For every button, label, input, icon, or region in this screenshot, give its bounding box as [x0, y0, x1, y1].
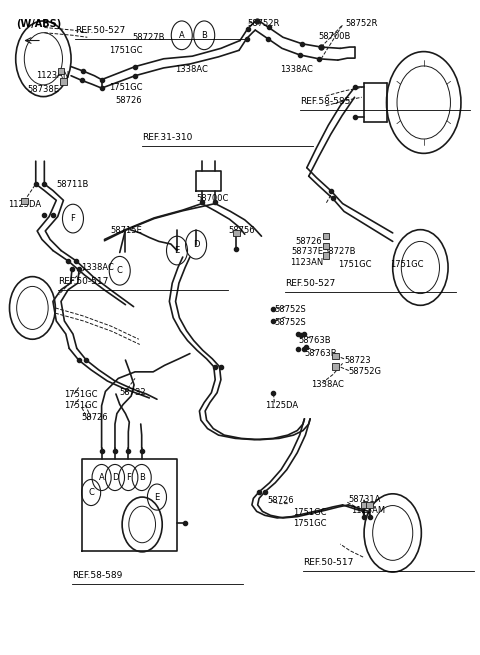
Text: B: B — [139, 473, 144, 482]
Text: REF.31-310: REF.31-310 — [142, 132, 192, 141]
Text: D: D — [193, 240, 199, 249]
Bar — [233, 230, 240, 236]
Bar — [323, 233, 329, 240]
Text: 58738E: 58738E — [28, 85, 60, 94]
Text: 1125DA: 1125DA — [9, 200, 42, 210]
Text: D: D — [112, 473, 118, 482]
Text: E: E — [174, 246, 180, 255]
Text: 1338AC: 1338AC — [281, 65, 313, 74]
Text: 58726: 58726 — [268, 496, 294, 505]
Text: 58700B: 58700B — [319, 32, 351, 41]
Text: 58723: 58723 — [344, 356, 371, 365]
Bar — [323, 243, 329, 250]
Text: 1751GC: 1751GC — [390, 260, 424, 269]
Text: C: C — [88, 488, 94, 497]
Text: F: F — [71, 214, 75, 223]
Bar — [361, 502, 367, 508]
Text: 1751GC: 1751GC — [109, 83, 142, 92]
Bar — [332, 364, 339, 370]
Text: 58752S: 58752S — [275, 305, 306, 314]
Text: 1751GC: 1751GC — [64, 402, 98, 410]
Text: 1751GC: 1751GC — [293, 519, 327, 528]
Bar — [58, 68, 64, 75]
Text: 58715E: 58715E — [110, 227, 142, 235]
Bar — [332, 353, 339, 360]
Text: 58727B: 58727B — [324, 247, 356, 255]
Text: A: A — [179, 31, 185, 40]
Text: 58752S: 58752S — [275, 318, 306, 328]
Text: 58726: 58726 — [295, 237, 322, 246]
Text: 1338AC: 1338AC — [311, 381, 344, 389]
Text: F: F — [126, 473, 131, 482]
Text: B: B — [201, 31, 207, 40]
Text: 58726: 58726 — [115, 96, 142, 105]
Text: 58752R: 58752R — [247, 19, 279, 28]
Text: 1125DA: 1125DA — [265, 402, 298, 410]
Text: 58711B: 58711B — [56, 179, 89, 189]
Bar — [21, 198, 28, 204]
Text: 58732: 58732 — [120, 388, 146, 397]
Text: 58726: 58726 — [82, 413, 108, 422]
Text: (W/ABS): (W/ABS) — [16, 19, 61, 29]
Text: 1338AC: 1338AC — [82, 263, 114, 272]
Text: REF.50-527: REF.50-527 — [75, 26, 126, 35]
Text: 58752R: 58752R — [345, 19, 377, 28]
Text: A: A — [99, 473, 105, 482]
Text: C: C — [117, 266, 123, 275]
Text: 58737E: 58737E — [291, 248, 324, 256]
Text: 1751GC: 1751GC — [64, 390, 98, 398]
Text: 1123AM: 1123AM — [351, 506, 385, 515]
Text: 1338AC: 1338AC — [176, 65, 208, 74]
Text: E: E — [155, 493, 159, 502]
Text: REF.50-517: REF.50-517 — [303, 558, 353, 567]
Text: 58752G: 58752G — [349, 367, 382, 377]
Text: 1751GC: 1751GC — [293, 508, 327, 517]
Text: REF.58-589: REF.58-589 — [72, 571, 122, 580]
Text: 58700C: 58700C — [196, 194, 228, 203]
Text: REF.58-585: REF.58-585 — [300, 98, 350, 106]
Text: 1751GC: 1751GC — [338, 260, 372, 269]
Bar — [60, 79, 67, 85]
Text: 58763B: 58763B — [304, 349, 337, 358]
Text: REF.50-517: REF.50-517 — [58, 277, 108, 286]
Text: 58731A: 58731A — [349, 495, 381, 504]
Bar — [323, 252, 329, 259]
Text: 1123AN: 1123AN — [36, 71, 69, 81]
Text: 1123AN: 1123AN — [290, 259, 324, 267]
Text: 58763B: 58763B — [298, 336, 331, 345]
Text: REF.50-527: REF.50-527 — [285, 279, 336, 288]
Text: 58727B: 58727B — [132, 33, 165, 42]
Text: 1751GC: 1751GC — [109, 47, 142, 56]
Text: 58756: 58756 — [228, 227, 255, 235]
Bar — [366, 502, 373, 508]
